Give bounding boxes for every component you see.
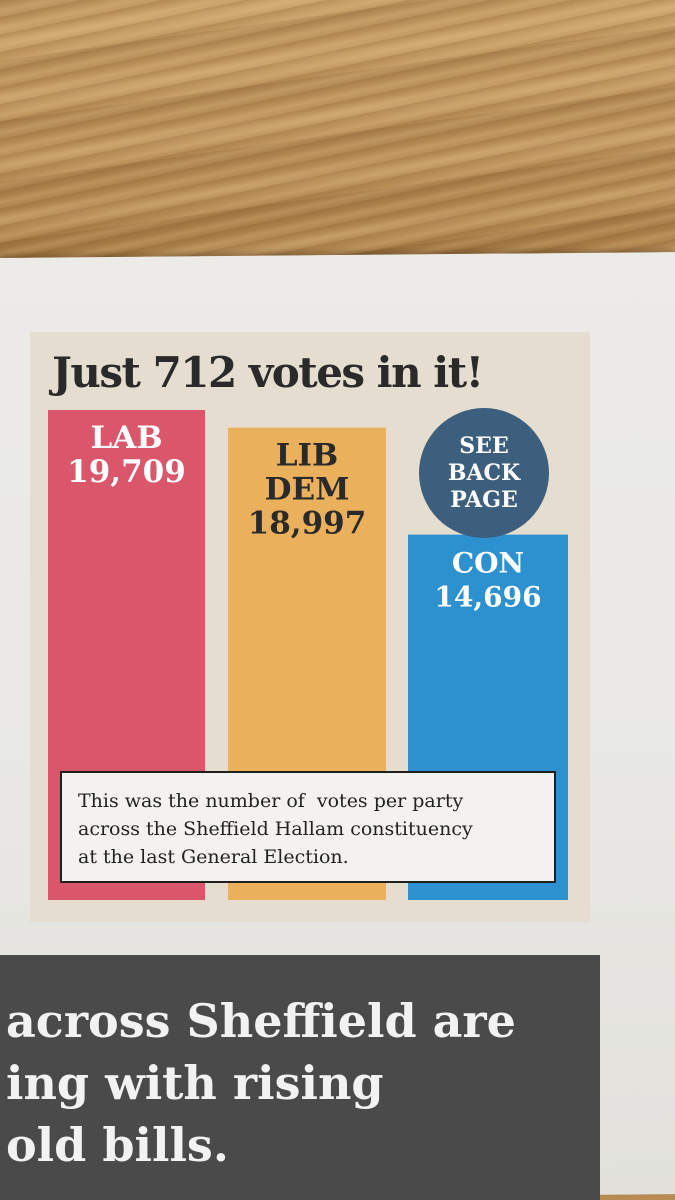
badge-line-3: PAGE bbox=[450, 486, 518, 513]
headline-box bbox=[0, 955, 600, 1200]
category-label-lib-dem: LIB bbox=[276, 438, 339, 474]
headline: across Sheffield are ing with rising old… bbox=[6, 990, 596, 1176]
note-line-1: This was the number of votes per party bbox=[78, 790, 464, 812]
value-label-lib-dem: 18,997 bbox=[248, 506, 367, 542]
headline-line-1: across Sheffield are bbox=[6, 994, 516, 1048]
headline-line-3: old bills. bbox=[6, 1118, 229, 1172]
chart-title: Just 712 votes in it! bbox=[52, 348, 484, 397]
category-label-con: CON bbox=[452, 547, 524, 580]
note-line-2: across the Sheffield Hallam constituency bbox=[78, 818, 473, 840]
value-label-con: 14,696 bbox=[434, 581, 541, 614]
badge-line-2: BACK bbox=[447, 459, 521, 486]
wooden-table-background bbox=[0, 0, 675, 275]
see-back-page-badge[interactable]: SEE BACK PAGE bbox=[419, 408, 549, 538]
note-line-3: at the last General Election. bbox=[78, 846, 349, 868]
category-label-lib-dem: DEM bbox=[265, 472, 350, 508]
badge-line-1: SEE bbox=[459, 432, 509, 459]
category-label-lab: LAB bbox=[90, 420, 162, 456]
chart-note: This was the number of votes per party a… bbox=[60, 771, 556, 883]
headline-line-2: ing with rising bbox=[6, 1056, 384, 1110]
value-label-lab: 19,709 bbox=[67, 454, 186, 490]
